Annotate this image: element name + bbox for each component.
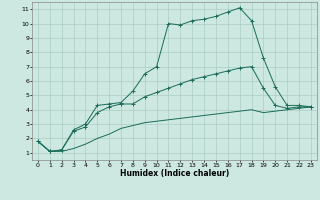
X-axis label: Humidex (Indice chaleur): Humidex (Indice chaleur) xyxy=(120,169,229,178)
